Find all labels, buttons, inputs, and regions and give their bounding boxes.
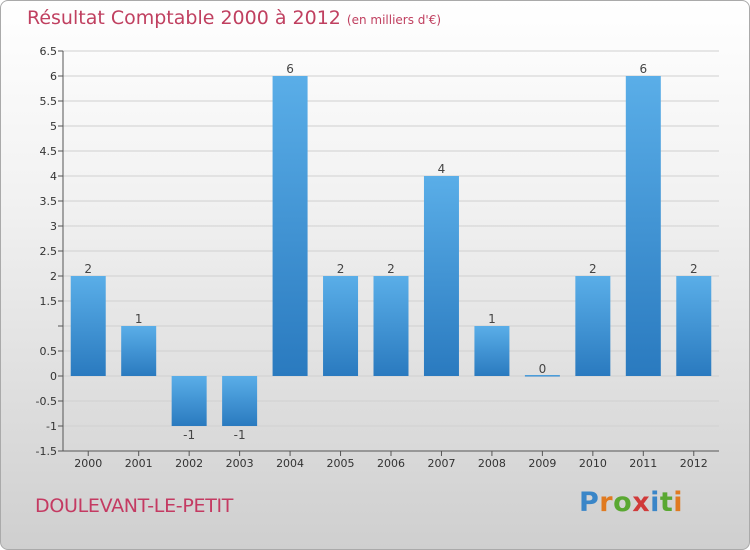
y-tick-label: 4 bbox=[50, 170, 57, 183]
bar bbox=[524, 375, 560, 377]
proxiti-logo: Proxiti bbox=[579, 487, 683, 518]
y-tick-label: 2 bbox=[50, 270, 57, 283]
x-tick-label: 2002 bbox=[175, 457, 203, 470]
logo-letter: o bbox=[613, 487, 633, 518]
bar bbox=[423, 176, 459, 376]
y-tick-label: 5.5 bbox=[40, 95, 58, 108]
data-label: 4 bbox=[438, 162, 446, 176]
y-tick-label: 3.5 bbox=[40, 195, 58, 208]
y-tick-label: 0.5 bbox=[40, 345, 58, 358]
bar bbox=[373, 276, 409, 376]
bar bbox=[575, 276, 611, 376]
data-label: 6 bbox=[639, 62, 647, 76]
x-tick-label: 2001 bbox=[125, 457, 153, 470]
data-label: 2 bbox=[84, 262, 92, 276]
chart-title: Résultat Comptable 2000 à 2012 (en millie… bbox=[27, 7, 441, 29]
y-tick-label: 1.5 bbox=[40, 295, 58, 308]
y-tick-label: -0.5 bbox=[36, 395, 57, 408]
data-label: 2 bbox=[337, 262, 345, 276]
data-label: 1 bbox=[488, 312, 496, 326]
y-tick-label: -1 bbox=[46, 420, 57, 433]
logo-letter: i bbox=[650, 487, 660, 518]
bar bbox=[70, 276, 106, 376]
logo-letter: P bbox=[579, 487, 600, 518]
bar bbox=[323, 276, 359, 376]
x-tick-label: 2009 bbox=[528, 457, 556, 470]
x-tick-label: 2003 bbox=[226, 457, 254, 470]
y-tick-label: 3 bbox=[50, 220, 57, 233]
data-label: 2 bbox=[589, 262, 597, 276]
data-label: -1 bbox=[234, 428, 246, 442]
bar bbox=[171, 376, 207, 426]
x-tick-label: 2010 bbox=[579, 457, 607, 470]
logo-letter: i bbox=[673, 487, 684, 518]
logo-letter: x bbox=[632, 487, 651, 518]
title-unit: (en milliers d'€) bbox=[346, 13, 442, 27]
x-tick-label: 2004 bbox=[276, 457, 304, 470]
x-tick-label: 2005 bbox=[327, 457, 355, 470]
x-tick-label: 2012 bbox=[680, 457, 708, 470]
bar bbox=[222, 376, 258, 426]
logo-letter: t bbox=[659, 487, 674, 518]
bar bbox=[676, 276, 712, 376]
y-tick-label: 6 bbox=[50, 70, 57, 83]
data-label: 2 bbox=[690, 262, 698, 276]
data-label: 1 bbox=[135, 312, 143, 326]
y-tick-label: 6.5 bbox=[40, 45, 58, 58]
bar bbox=[121, 326, 157, 376]
x-tick-label: 2006 bbox=[377, 457, 405, 470]
x-tick-label: 2007 bbox=[427, 457, 455, 470]
city-name: DOULEVANT-LE-PETIT bbox=[35, 495, 234, 517]
y-tick-label: 0 bbox=[50, 370, 57, 383]
data-label: 6 bbox=[286, 62, 294, 76]
logo-letter: r bbox=[599, 487, 614, 518]
y-tick-label: -1.5 bbox=[36, 445, 57, 458]
data-label: 0 bbox=[539, 362, 547, 376]
bar bbox=[272, 76, 308, 376]
x-tick-label: 2011 bbox=[629, 457, 657, 470]
data-label: 2 bbox=[387, 262, 395, 276]
y-tick-label: 2.5 bbox=[40, 245, 58, 258]
x-tick-label: 2000 bbox=[74, 457, 102, 470]
x-tick-label: 2008 bbox=[478, 457, 506, 470]
bar bbox=[474, 326, 510, 376]
bar bbox=[625, 76, 661, 376]
title-text: Résultat Comptable 2000 à 2012 bbox=[27, 7, 341, 29]
data-label: -1 bbox=[183, 428, 195, 442]
y-tick-label: 5 bbox=[50, 120, 57, 133]
y-tick-label: 4.5 bbox=[40, 145, 58, 158]
